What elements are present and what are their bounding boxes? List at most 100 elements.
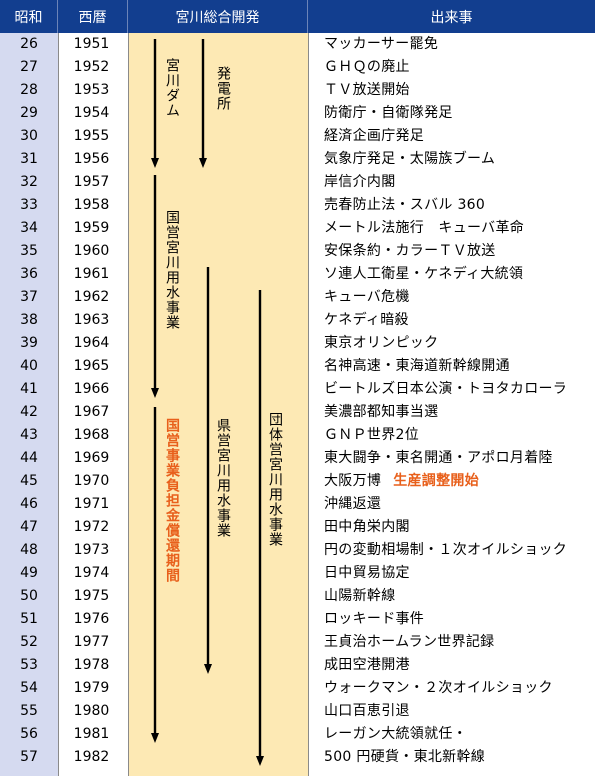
- header-year: 西暦: [58, 0, 128, 33]
- showa-year-cell: 46: [20, 496, 38, 512]
- showa-year-cell: 38: [20, 312, 38, 328]
- table-row: 45 1970 大阪万博 生産調整開始: [0, 470, 595, 493]
- table-row: 30 1955 経済企画庁発足: [0, 125, 595, 148]
- event-cell: 王貞治ホームラン世界記録: [324, 631, 595, 654]
- table-row: 48 1973 円の変動相場制・１次オイルショック: [0, 539, 595, 562]
- table-row: 49 1974 日中貿易協定: [0, 562, 595, 585]
- event-text: ＧＨＱの廃止: [324, 59, 410, 75]
- header-development: 宮川総合開発: [128, 0, 308, 33]
- event-text: 日中貿易協定: [324, 565, 410, 581]
- event-cell: メートル法施行 キューバ革命: [324, 217, 595, 240]
- event-text: 田中角栄内閣: [324, 519, 410, 535]
- western-year-cell: 1955: [73, 128, 110, 144]
- table-row: 41 1966 ビートルズ日本公演・トヨタカローラ: [0, 378, 595, 401]
- project-label-group-irrigation: 団体営宮川用水事業: [267, 412, 283, 547]
- table-row: 26 1951 マッカーサー罷免: [0, 33, 595, 56]
- showa-year-cell: 37: [20, 289, 38, 305]
- showa-year-cell: 50: [20, 588, 38, 604]
- table-row: 32 1957 岸信介内閣: [0, 171, 595, 194]
- table-row: 52 1977 王貞治ホームラン世界記録: [0, 631, 595, 654]
- table-row: 54 1979 ウォークマン・２次オイルショック: [0, 677, 595, 700]
- event-text: 山陽新幹線: [324, 588, 396, 604]
- event-cell: キューバ危機: [324, 286, 595, 309]
- table-row: 36 1961 ソ連人工衛星・ケネディ大統領: [0, 263, 595, 286]
- table-row: 40 1965 名神高速・東海道新幹線開通: [0, 355, 595, 378]
- western-year-cell: 1958: [73, 197, 110, 213]
- event-cell: 成田空港開港: [324, 654, 595, 677]
- event-cell: 気象庁発足・太陽族ブーム: [324, 148, 595, 171]
- table-row: 53 1978 成田空港開港: [0, 654, 595, 677]
- showa-year-cell: 42: [20, 404, 38, 420]
- showa-year-cell: 39: [20, 335, 38, 351]
- event-text: 美濃部都知事当選: [324, 404, 439, 420]
- event-cell: 沖縄返還: [324, 493, 595, 516]
- header-showa: 昭和: [0, 0, 58, 33]
- event-cell: 田中角栄内閣: [324, 516, 595, 539]
- showa-year-cell: 47: [20, 519, 38, 535]
- western-year-cell: 1978: [73, 657, 110, 673]
- showa-year-cell: 31: [20, 151, 38, 167]
- event-text: ＴＶ放送開始: [324, 82, 410, 98]
- showa-year-cell: 45: [20, 473, 38, 489]
- event-text: ケネディ暗殺: [324, 312, 409, 328]
- table-row: 34 1959 メートル法施行 キューバ革命: [0, 217, 595, 240]
- event-text: 東京オリンピック: [324, 335, 439, 351]
- western-year-cell: 1953: [73, 82, 110, 98]
- showa-year-cell: 52: [20, 634, 38, 650]
- event-text: ＧＮＰ世界2位: [324, 427, 420, 443]
- western-year-cell: 1979: [73, 680, 110, 696]
- table-row: 37 1962 キューバ危機: [0, 286, 595, 309]
- event-text: 売春防止法・スバル 360: [324, 197, 486, 213]
- showa-year-cell: 35: [20, 243, 38, 259]
- event-text: 大阪万博: [324, 473, 382, 489]
- western-year-cell: 1960: [73, 243, 110, 259]
- table-row: 43 1968 ＧＮＰ世界2位: [0, 424, 595, 447]
- western-year-cell: 1968: [73, 427, 110, 443]
- event-cell: マッカーサー罷免: [324, 33, 595, 56]
- table-row: 56 1981 レーガン大統領就任・: [0, 723, 595, 746]
- event-text: 東大闘争・東名開通・アポロ月着陸: [324, 450, 553, 466]
- event-text: ビートルズ日本公演・トヨタカローラ: [324, 381, 568, 397]
- showa-year-cell: 43: [20, 427, 38, 443]
- showa-year-cell: 51: [20, 611, 38, 627]
- western-year-cell: 1956: [73, 151, 110, 167]
- western-year-cell: 1980: [73, 703, 110, 719]
- event-cell: 大阪万博 生産調整開始: [324, 470, 595, 493]
- timeline-arrow-head: [199, 158, 207, 168]
- event-text: 沖縄返還: [324, 496, 382, 512]
- western-year-cell: 1972: [73, 519, 110, 535]
- timeline-arrow-head: [204, 664, 212, 674]
- table-row: 28 1953 ＴＶ放送開始: [0, 79, 595, 102]
- event-cell: 安保条約・カラーＴＶ放送: [324, 240, 595, 263]
- table-row: 31 1956 気象庁発足・太陽族ブーム: [0, 148, 595, 171]
- project-label-repayment-period: 国営事業負担金償還期間: [164, 418, 180, 583]
- event-text: 山口百恵引退: [324, 703, 410, 719]
- showa-year-cell: 53: [20, 657, 38, 673]
- showa-year-cell: 27: [20, 59, 38, 75]
- western-year-cell: 1970: [73, 473, 110, 489]
- event-text: 経済企画庁発足: [324, 128, 425, 144]
- table-row: 47 1972 田中角栄内閣: [0, 516, 595, 539]
- table-row: 44 1969 東大闘争・東名開通・アポロ月着陸: [0, 447, 595, 470]
- event-highlight: 生産調整開始: [393, 473, 480, 489]
- showa-year-cell: 56: [20, 726, 38, 742]
- table-row: 38 1963 ケネディ暗殺: [0, 309, 595, 332]
- event-text: キューバ危機: [324, 289, 410, 305]
- table-row: 29 1954 防衛庁・自衛隊発足: [0, 102, 595, 125]
- showa-year-cell: 32: [20, 174, 38, 190]
- event-cell: 防衛庁・自衛隊発足: [324, 102, 595, 125]
- event-text: 名神高速・東海道新幹線開通: [324, 358, 510, 374]
- table-row: 42 1967 美濃部都知事当選: [0, 401, 595, 424]
- showa-year-cell: 54: [20, 680, 38, 696]
- western-year-cell: 1977: [73, 634, 110, 650]
- event-cell: 山口百恵引退: [324, 700, 595, 723]
- event-text: 岸信介内閣: [324, 174, 396, 190]
- event-text: 安保条約・カラーＴＶ放送: [324, 243, 496, 259]
- showa-year-cell: 30: [20, 128, 38, 144]
- event-cell: ビートルズ日本公演・トヨタカローラ: [324, 378, 595, 401]
- event-text: ロッキード事件: [324, 611, 425, 627]
- event-text: メートル法施行 キューバ革命: [324, 220, 525, 236]
- showa-year-cell: 26: [20, 36, 38, 52]
- event-text: 円の変動相場制・１次オイルショック: [324, 542, 568, 558]
